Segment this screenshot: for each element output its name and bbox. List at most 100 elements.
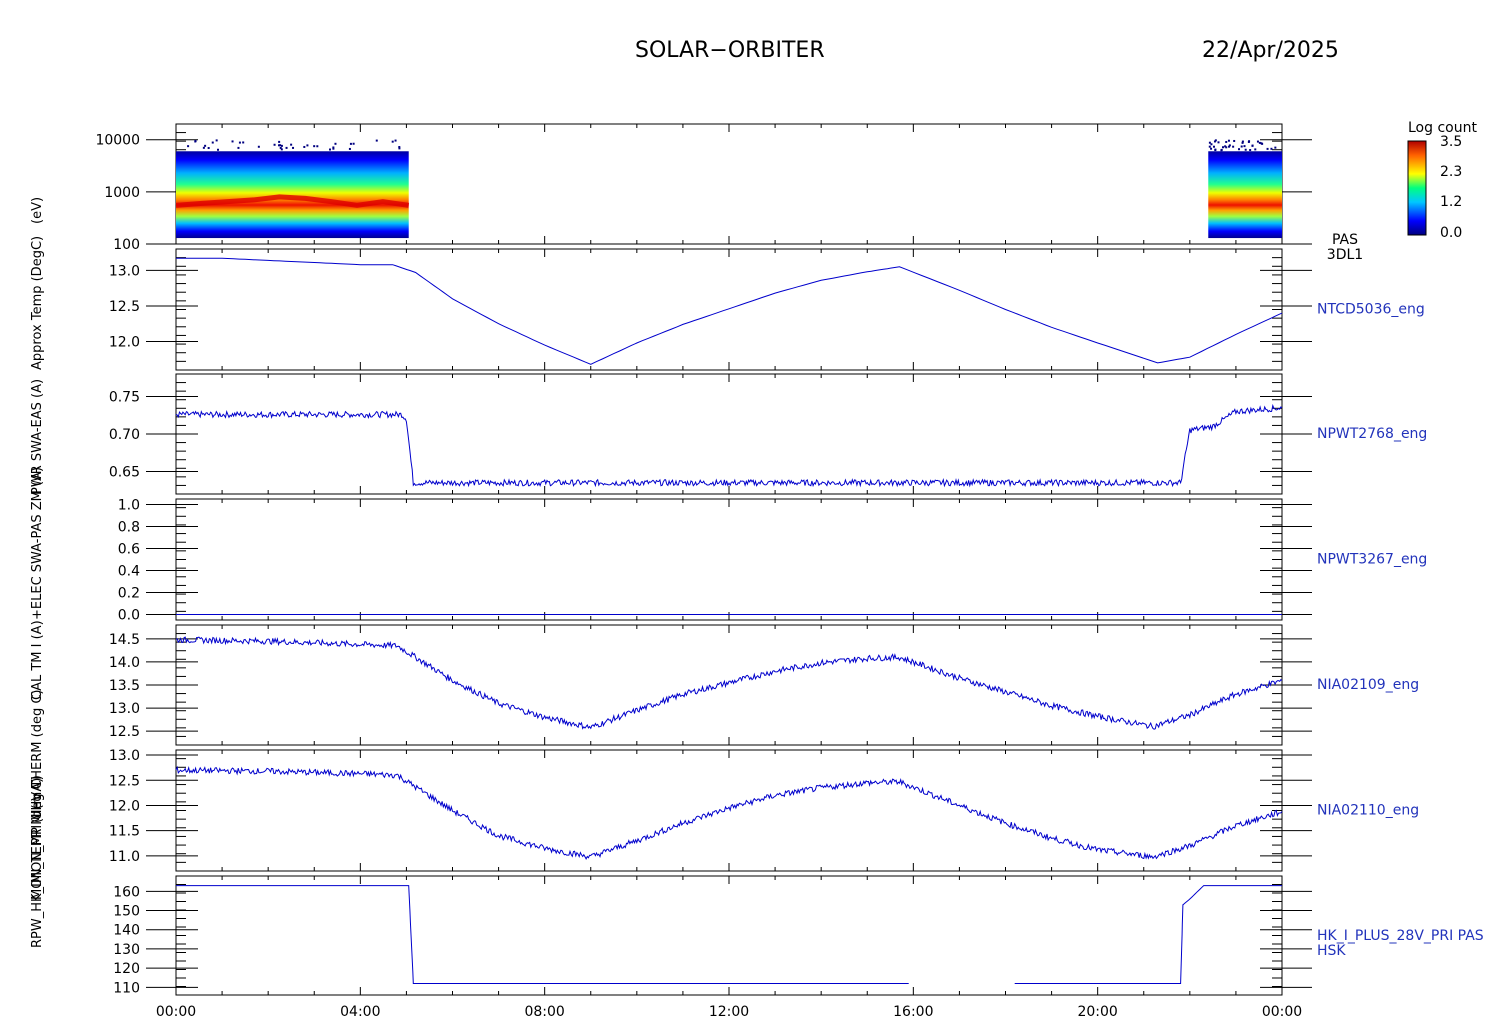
colorbar-title: Log count [1408, 120, 1477, 136]
panel-7-ytick-label: 110 [113, 980, 140, 996]
panel-5-ytick-label: 14.0 [109, 655, 140, 671]
spectrogram-speck [1266, 147, 1269, 150]
spectrogram-speck [194, 140, 197, 143]
spectrogram-speck [1210, 147, 1213, 150]
xtick-label: 08:00 [524, 1004, 564, 1020]
spectrogram-speck [1210, 143, 1213, 146]
spectrogram-speck [1241, 140, 1244, 143]
panel-7-trace-2 [1014, 885, 1282, 984]
panel-4-label: NPWT3267_eng [1317, 552, 1427, 568]
panel-7-label: HK_I_PLUS_28V_PRI PAS [1317, 928, 1484, 944]
spectrogram-speck [279, 144, 282, 147]
panel-4-ytick-label: 0.6 [118, 542, 140, 558]
panel-4-frame [175, 498, 1283, 621]
panel-7-ytick-label: 150 [113, 904, 140, 920]
spectrogram-speck [316, 145, 319, 148]
panel-5-ytick-label: 14.5 [109, 632, 140, 648]
spectrogram-speck [1258, 141, 1261, 144]
spectrogram-speck [329, 148, 332, 151]
spectrogram-block-1 [176, 151, 409, 239]
spectrogram-speck [279, 146, 282, 149]
panel-5-trace [175, 636, 1283, 730]
spectrogram-speck [313, 145, 316, 148]
panel-7-ytick-label: 160 [113, 884, 140, 900]
spectrogram-speck [1274, 146, 1277, 149]
panel-7-ytick-label: 140 [113, 923, 140, 939]
spectrogram-speck [1225, 146, 1228, 149]
spectrogram-speck [278, 140, 281, 143]
spectrogram-speck [215, 139, 218, 142]
spectrogram-speck [1224, 145, 1227, 148]
date-label: 22/Apr/2025 [1202, 38, 1339, 63]
spectrogram-speck [332, 146, 335, 149]
spectrogram-speck [1238, 148, 1241, 151]
spectrogram-speck [1227, 139, 1230, 142]
spectrogram-speck [1244, 148, 1247, 151]
spectrogram-speck [1249, 149, 1252, 152]
panel-3-trace [175, 403, 1283, 488]
panel-1-label: PAS [1332, 232, 1358, 248]
panel-7-label-2: HSK [1317, 943, 1346, 959]
colorbar-tick-2: 2.3 [1440, 164, 1463, 180]
panel-2-ytick-label: 12.5 [109, 299, 140, 315]
spectrogram-peak-band [175, 194, 410, 208]
spectrogram-speck [1212, 145, 1215, 148]
panel-2-ytick-label: 13.0 [109, 263, 140, 279]
spectrogram-speck [237, 146, 240, 149]
spectrogram-speck [231, 140, 234, 143]
spectrogram-speck [1220, 149, 1223, 152]
panel-3 [146, 373, 1312, 495]
spectrogram-speck [375, 139, 378, 142]
panel-2-label: NTCD5036_eng [1317, 302, 1425, 318]
panel-4-ytick-label: 0.8 [118, 520, 140, 536]
panel-6-trace [175, 765, 1283, 860]
panel-7-ytick-label: 130 [113, 942, 140, 958]
spectrogram-speck [349, 142, 352, 145]
spectrogram-speck [187, 145, 190, 148]
spectrogram-speck [1270, 147, 1273, 150]
panel-4 [146, 498, 1312, 621]
spectrogram-speck [1222, 146, 1225, 149]
colorbar-tick-3: 1.2 [1440, 194, 1463, 210]
xtick-label: 00:00 [1262, 1004, 1302, 1020]
panel-4-ytick-label: 0.2 [118, 586, 140, 602]
spectrogram-speck [398, 147, 401, 150]
panel-2-ytick-label: 12.0 [109, 335, 140, 351]
panel-7-frame [175, 875, 1283, 996]
panel-6 [146, 749, 1312, 872]
panel-7-trace-1 [176, 885, 909, 984]
spectrogram-speck [280, 148, 283, 151]
spectrogram-speck [277, 144, 280, 147]
panel-5 [146, 624, 1312, 746]
panel-6-ytick-label: 11.5 [109, 824, 140, 840]
panel-6-ytick-label: 12.0 [109, 798, 140, 814]
spectrogram-speck [398, 146, 401, 149]
spectrogram-speck [1225, 140, 1228, 143]
spectrogram-speck [202, 146, 205, 149]
colorbar-tick-min: 0.0 [1440, 225, 1463, 241]
panel-4-ytick-label: 1.0 [118, 498, 140, 514]
spectrogram-speck [1208, 145, 1211, 148]
mission-title: SOLAR−ORBITER [635, 38, 825, 63]
spectrogram-speck [306, 144, 309, 147]
panel-1-ytick-label: 10000 [95, 133, 140, 149]
spectrogram-speck [1214, 148, 1217, 151]
panel-3-label: NPWT2768_eng [1317, 426, 1427, 442]
spectrogram-speck [207, 147, 210, 150]
spectrogram-speck [1228, 145, 1231, 148]
panel-3-frame [175, 373, 1283, 495]
panel-1-ytick-label: 1000 [104, 185, 140, 201]
spectrogram-speck [285, 146, 288, 149]
panel-5-frame [175, 624, 1283, 746]
xtick-label: 16:00 [893, 1004, 933, 1020]
spectrogram-speck [280, 144, 283, 147]
panel-3-ytick-label: 0.75 [109, 390, 140, 406]
spectrogram-speck [1232, 145, 1235, 148]
panel-1-label-2: 3DL1 [1327, 247, 1363, 263]
spectrogram-speck [1248, 140, 1251, 143]
spectrogram-speck [1213, 140, 1216, 143]
spectrogram-speck [394, 139, 397, 142]
spectrogram-speck [332, 147, 335, 150]
xtick-label: 00:00 [156, 1004, 196, 1020]
